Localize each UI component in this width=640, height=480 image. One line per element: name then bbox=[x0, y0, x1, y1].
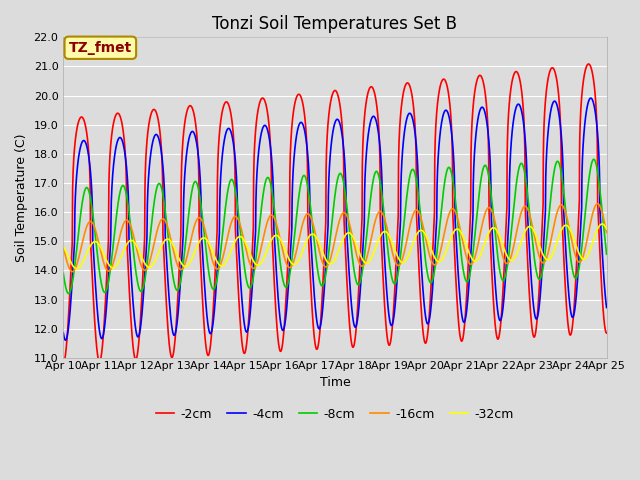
-4cm bbox=[60, 330, 67, 336]
-8cm bbox=[65, 291, 72, 297]
-32cm bbox=[397, 259, 405, 265]
-32cm bbox=[603, 226, 611, 232]
-32cm bbox=[388, 239, 396, 245]
-16cm bbox=[60, 244, 67, 250]
-16cm bbox=[211, 264, 219, 270]
-8cm bbox=[603, 250, 611, 256]
-16cm bbox=[397, 259, 405, 264]
Line: -4cm: -4cm bbox=[63, 98, 607, 340]
Line: -8cm: -8cm bbox=[63, 159, 607, 294]
-2cm bbox=[603, 330, 611, 336]
-8cm bbox=[60, 270, 67, 276]
-4cm bbox=[587, 95, 595, 101]
-8cm bbox=[388, 275, 396, 281]
-8cm bbox=[551, 164, 559, 169]
-4cm bbox=[603, 303, 611, 309]
-32cm bbox=[551, 245, 559, 251]
-16cm bbox=[388, 248, 396, 253]
-16cm bbox=[603, 229, 611, 235]
-16cm bbox=[551, 217, 559, 223]
-32cm bbox=[598, 221, 606, 227]
-2cm bbox=[176, 258, 184, 264]
-2cm bbox=[551, 69, 559, 75]
-16cm bbox=[594, 201, 602, 206]
Y-axis label: Soil Temperature (C): Soil Temperature (C) bbox=[15, 133, 28, 262]
-4cm bbox=[211, 298, 219, 304]
-32cm bbox=[73, 266, 81, 272]
X-axis label: Time: Time bbox=[319, 376, 350, 389]
-4cm bbox=[61, 337, 69, 343]
-8cm bbox=[211, 284, 219, 289]
-4cm bbox=[176, 288, 184, 294]
Line: -16cm: -16cm bbox=[63, 204, 607, 272]
-4cm bbox=[388, 323, 396, 328]
-8cm bbox=[176, 282, 184, 288]
-16cm bbox=[603, 229, 611, 235]
-32cm bbox=[211, 255, 219, 261]
-2cm bbox=[585, 61, 593, 67]
Legend: -2cm, -4cm, -8cm, -16cm, -32cm: -2cm, -4cm, -8cm, -16cm, -32cm bbox=[151, 403, 519, 425]
-4cm bbox=[397, 168, 405, 173]
-2cm bbox=[388, 330, 396, 336]
-16cm bbox=[68, 269, 76, 275]
-4cm bbox=[603, 305, 611, 311]
-2cm bbox=[211, 274, 219, 279]
-32cm bbox=[603, 226, 611, 231]
-16cm bbox=[176, 266, 184, 272]
Title: Tonzi Soil Temperatures Set B: Tonzi Soil Temperatures Set B bbox=[212, 15, 458, 33]
-32cm bbox=[176, 258, 184, 264]
-4cm bbox=[551, 98, 559, 104]
Line: -32cm: -32cm bbox=[63, 224, 607, 269]
-32cm bbox=[60, 244, 67, 250]
-8cm bbox=[603, 251, 611, 257]
-8cm bbox=[590, 156, 598, 162]
-8cm bbox=[397, 245, 405, 251]
-2cm bbox=[60, 361, 67, 367]
-2cm bbox=[602, 330, 610, 336]
Line: -2cm: -2cm bbox=[63, 64, 607, 364]
Text: TZ_fmet: TZ_fmet bbox=[68, 41, 132, 55]
-2cm bbox=[397, 105, 405, 110]
